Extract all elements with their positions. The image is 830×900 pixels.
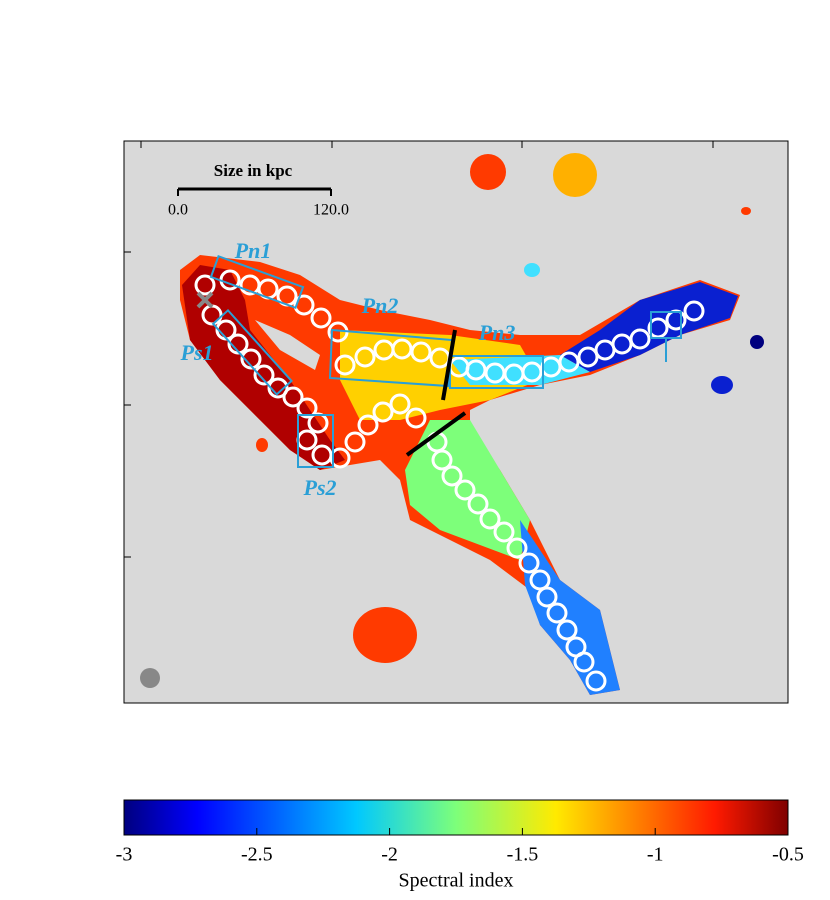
scale-tick-label: 0.0: [168, 202, 188, 219]
region-label: Pn3: [478, 320, 516, 345]
aperture-ring: [410, 341, 432, 363]
aperture-ring: [585, 670, 607, 692]
aperture-ring: [493, 521, 515, 543]
region-label: Pn2: [361, 293, 399, 318]
aperture-ring: [267, 377, 289, 399]
aperture-ring: [441, 465, 463, 487]
colorbar-tick-label: -3: [116, 844, 133, 866]
aperture-ring: [329, 447, 351, 469]
aperture-ring: [577, 346, 599, 368]
aperture-ring: [389, 393, 411, 415]
aperture-ring: [293, 294, 315, 316]
aperture-ring: [558, 351, 580, 373]
aperture-ring: [344, 431, 366, 453]
aperture-ring: [354, 346, 376, 368]
aperture-ring: [310, 307, 332, 329]
aperture-ring: [334, 354, 356, 376]
aperture-ring: [357, 414, 379, 436]
map: Pn1 Pn2 Pn3 Ps1 Ps2 Size in kpc: [124, 141, 788, 703]
colorbar: [123, 799, 789, 836]
region-label: Pn1: [234, 238, 272, 263]
aperture-ring: [405, 407, 427, 429]
aperture-ring: [479, 508, 501, 530]
aperture-ring: [372, 401, 394, 423]
aperture-ring: [546, 602, 568, 624]
colorbar-tick-label: -0.5: [772, 844, 804, 866]
aperture-ring: [683, 300, 705, 322]
aperture-ring: [506, 537, 528, 559]
colorbar-label: Spectral index: [399, 870, 514, 892]
aperture-ring: [240, 348, 262, 370]
scale-bar-title: Size in kpc: [214, 161, 293, 180]
colorbar-tick-label: -1: [647, 844, 664, 866]
aperture-ring: [518, 552, 540, 574]
aperture-ring: [194, 274, 216, 296]
aperture-ring: [573, 651, 595, 673]
plot-frame: [123, 140, 789, 704]
frame-ticks: [124, 141, 714, 558]
aperture-ring: [253, 364, 275, 386]
aperture-ring: [296, 397, 318, 419]
aperture-ring: [431, 449, 453, 471]
colorbar-tick-label: -2: [381, 844, 398, 866]
scale-tick-label: 120.0: [313, 202, 349, 219]
aperture-ring: [454, 479, 476, 501]
aperture-ring: [282, 386, 304, 408]
colorbar-tick-label: -1.5: [507, 844, 539, 866]
aperture-ring: [629, 328, 651, 350]
aperture-ring: [529, 569, 551, 591]
region-label: Ps2: [303, 475, 337, 500]
region-label: Ps1: [180, 340, 214, 365]
aperture-ring: [521, 361, 543, 383]
colorbar-tick-label: -2.5: [241, 844, 273, 866]
aperture-ring: [556, 619, 578, 641]
aperture-ring: [227, 333, 249, 355]
aperture-ring: [467, 493, 489, 515]
aperture-ring: [536, 586, 558, 608]
